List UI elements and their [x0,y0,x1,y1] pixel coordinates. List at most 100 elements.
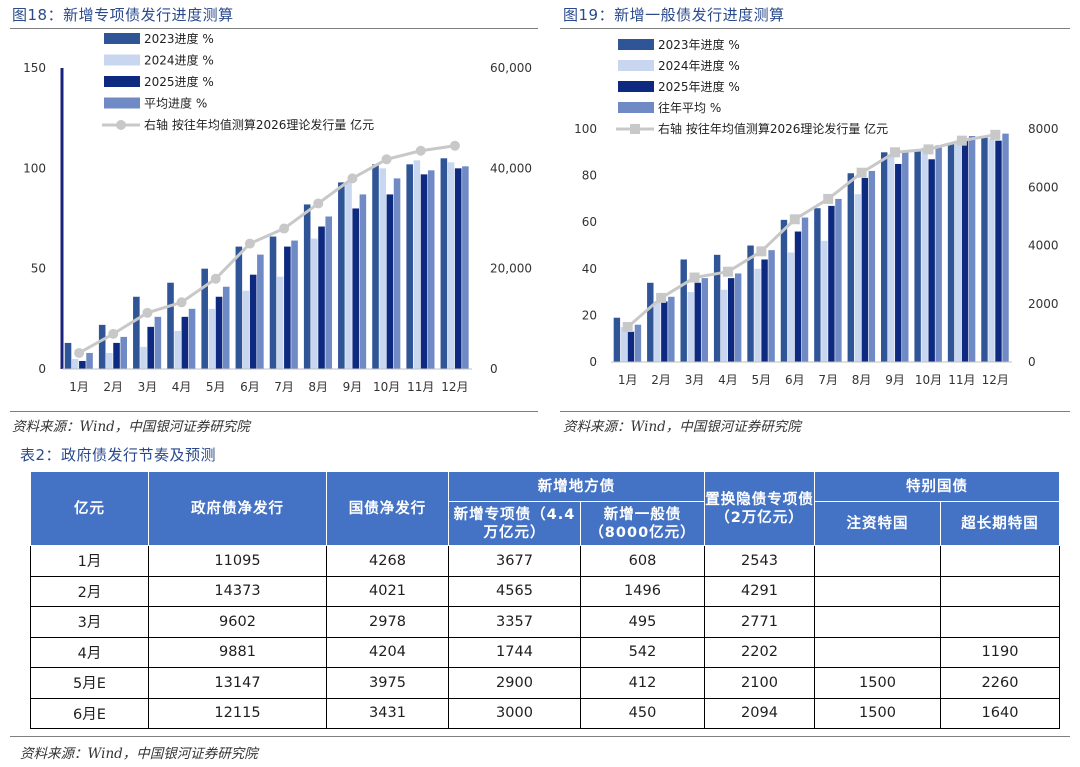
bar-2 [888,154,895,362]
table-cell: 1190 [940,636,1060,668]
legend-label: 2024进度 % [144,53,214,68]
bar-3 [928,159,935,362]
line-series-path [78,144,456,355]
table-cell: 2900 [448,667,581,699]
bar-2 [954,140,962,362]
x-tick-label: 12月 [982,373,1009,387]
bar-2 [687,292,694,362]
table-row-month: 4月 [30,636,149,668]
bar-1 [847,173,855,362]
bar-2 [345,182,352,369]
legend-swatch-2 [104,54,140,66]
table-bottom-rule [10,736,1070,737]
table-cell: 1744 [448,636,581,668]
y2-tick-label: 40,000 [490,161,532,175]
table-cell [814,575,941,607]
x-tick-label: 6月 [785,373,805,387]
bar-2 [379,168,386,369]
y-tick-label: 80 [582,169,597,183]
line-series-point [622,322,633,333]
table-row: 3月 9602 2978 3357 495 2771 [30,606,1060,638]
bar-2 [720,289,728,362]
bar-4 [968,135,976,362]
line-series-point [923,144,934,155]
bar-4 [462,166,469,369]
bar-4 [325,216,332,369]
bar-4 [1002,133,1009,362]
bar-4 [427,170,435,369]
header-net-treasury: 国债净发行 [326,471,449,546]
x-tick-label: 6月 [240,380,260,394]
table-cell: 608 [580,545,705,577]
line-series-path [626,133,996,329]
table-row: 5月E 13147 3975 2900 412 2100 1500 2260 [30,667,1060,699]
line-series-point [449,140,460,151]
legend-swatch-2 [618,60,654,71]
x-tick-label: 3月 [685,373,705,387]
y-tick-label: 60 [582,215,597,229]
bar-4 [768,250,775,362]
y2-tick-label: 0 [1028,355,1036,369]
legend-line-marker [630,124,640,134]
table-cell: 2978 [326,606,449,638]
table-cell: 4291 [704,575,815,607]
bar-1 [372,164,379,369]
table-title: 表2：政府债发行节奏及预测 [20,446,217,464]
y-tick-label: 0 [589,355,597,369]
header-special: 新增专项债（4.4万亿元） [448,501,581,546]
line-series-point [347,173,358,184]
legend-label: 2025年进度 % [658,79,740,94]
bar-2 [754,268,761,362]
table-row-month: 2月 [30,575,149,607]
fig18-source: 资料来源：Wind，中国银河证券研究院 [12,419,250,435]
bar-3 [861,177,869,362]
bar-4 [120,336,127,369]
bar-3 [113,342,120,369]
line-series-point [823,193,834,204]
bar-3 [352,208,359,369]
bar-2 [413,160,421,369]
x-tick-label: 5月 [206,380,226,394]
x-tick-label: 10月 [915,373,942,387]
table-cell [814,636,941,668]
table-cell: 2260 [940,667,1060,699]
legend-label: 右轴 按往年均值测算2026理论发行量 亿元 [658,121,888,136]
x-tick-label: 9月 [885,373,905,387]
bar-4 [734,273,742,362]
table-cell: 3000 [448,697,581,729]
table-body: 1月 11095 4268 3677 608 2543 2月 14373 4021 4565 149… [30,545,1060,729]
x-tick-label: 10月 [373,380,400,394]
bar-1 [133,296,140,369]
table-cell: 1640 [940,697,1060,729]
table-cell: 9881 [148,636,327,668]
table-cell: 14373 [148,575,327,607]
table-cell: 450 [580,697,705,729]
line-series-point [279,223,290,234]
y2-tick-label: 60,000 [490,61,532,75]
bar-3 [627,331,635,362]
line-series-point [756,246,767,257]
x-tick-label: 1月 [618,373,638,387]
table-cell [940,606,1060,638]
x-tick-label: 4月 [172,380,192,394]
general-bond-progress-chart: 0 20 40 60 80 100 0 2000 4000 6000 8000 1月 2月 3月 4月 5月 6… [574,37,1058,387]
legend-swatch-1 [104,33,140,44]
bar-4 [222,286,230,369]
header-ultra: 超长期特国 [940,501,1060,546]
bar-2 [447,162,455,369]
bar-2 [311,238,318,369]
line-series-point [956,135,967,146]
legend-line-marker [116,120,126,130]
bar-3 [420,174,428,369]
line-series-point [890,147,901,158]
fig19-bottom-rule [560,411,1070,412]
header-net-gov: 政府债净发行 [148,471,327,546]
fig18-title-rule [10,28,538,29]
table-cell: 12115 [148,697,327,729]
bar-4 [801,217,809,362]
y-tick-label: 20 [582,308,597,322]
bar-1 [647,282,654,362]
line-series-point [244,238,255,249]
line-series-point [722,266,733,277]
legend-swatch-4 [618,102,654,113]
